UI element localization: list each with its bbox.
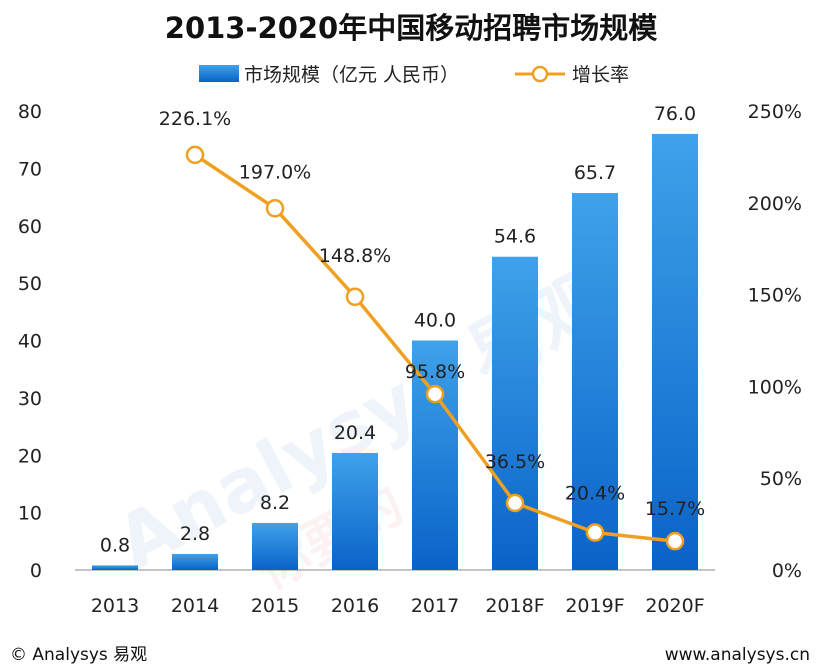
bar: [652, 133, 698, 570]
x-tick-label: 2017: [411, 595, 459, 617]
growth-data-label: 148.8%: [319, 245, 391, 267]
x-tick-labels: 2013 2014 2015 2016 2017 2018F 2019F 2020F: [91, 595, 705, 617]
x-tick-label: 2019F: [565, 595, 624, 617]
y-left-tick-label: 70: [18, 158, 42, 180]
legend: 市场规模（亿元 人民币） 增长率: [199, 64, 629, 86]
bar: [572, 193, 618, 570]
growth-data-label: 15.7%: [645, 498, 705, 520]
footer-website: www.analysys.cn: [665, 645, 810, 665]
y-left-tick-labels: 0 10 20 30 40 50 60 70 80: [18, 101, 42, 582]
y-left-tick-label: 20: [18, 445, 42, 467]
legend-bar-swatch: [199, 65, 239, 82]
growth-line-series: [185, 145, 685, 551]
bar: [92, 565, 138, 570]
growth-data-label: 95.8%: [405, 361, 465, 383]
y-left-tick-label: 30: [18, 388, 42, 410]
growth-data-label: 20.4%: [565, 483, 625, 505]
y-right-tick-labels: 0% 50% 100% 150% 200% 250%: [748, 101, 802, 582]
y-left-tick-label: 0: [30, 560, 42, 582]
y-right-tick-label: 0%: [772, 560, 802, 582]
y-left-tick-label: 40: [18, 331, 42, 353]
y-left-tick-label: 10: [18, 503, 42, 525]
growth-point: [665, 531, 685, 551]
bar-series: [92, 133, 698, 570]
y-right-tick-label: 250%: [748, 101, 802, 123]
growth-data-label: 226.1%: [159, 108, 231, 130]
growth-point: [585, 523, 605, 542]
y-left-tick-label: 50: [18, 273, 42, 295]
bar-data-label: 65.7: [574, 162, 616, 184]
bar-data-label: 20.4: [334, 422, 376, 444]
bar: [412, 340, 458, 570]
legend-bar-label: 市场规模（亿元 人民币）: [244, 64, 459, 86]
bar-data-labels: 0.8 2.8 8.2 20.4 40.0 54.6 65.7 76.0: [100, 103, 696, 556]
line-data-labels: 226.1% 197.0% 148.8% 95.8% 36.5% 20.4% 15.7%: [159, 108, 705, 520]
y-left-tick-label: 80: [18, 101, 42, 123]
bar: [492, 256, 538, 570]
growth-data-label: 36.5%: [485, 451, 545, 473]
y-right-tick-label: 100%: [748, 376, 802, 398]
x-tick-label: 2018F: [485, 595, 544, 617]
bar-data-label: 2.8: [180, 523, 210, 545]
growth-point: [265, 199, 285, 218]
x-tick-label: 2014: [171, 595, 219, 617]
y-right-tick-label: 200%: [748, 193, 802, 215]
bar-data-label: 76.0: [654, 103, 696, 125]
growth-point: [505, 493, 525, 513]
growth-data-label: 197.0%: [239, 161, 311, 183]
y-left-tick-label: 60: [18, 216, 42, 238]
y-right-tick-label: 150%: [748, 285, 802, 307]
legend-line-label: 增长率: [572, 64, 629, 86]
x-tick-label: 2020F: [645, 595, 704, 617]
bar-data-label: 40.0: [414, 310, 456, 332]
growth-point: [345, 287, 365, 307]
bar-data-label: 8.2: [260, 492, 290, 514]
bar-data-label: 54.6: [494, 226, 536, 248]
bar: [332, 452, 378, 570]
x-tick-label: 2013: [91, 595, 139, 617]
growth-point: [425, 384, 445, 404]
y-right-tick-label: 50%: [760, 468, 802, 490]
bar: [172, 553, 218, 570]
footer-copyright: © Analysys 易观: [10, 645, 147, 665]
x-tick-label: 2015: [251, 595, 299, 617]
bar-data-label: 0.8: [100, 534, 130, 556]
x-tick-label: 2016: [331, 595, 379, 617]
bar: [252, 522, 298, 570]
chart-title: 2013-2020年中国移动招聘市场规模: [165, 11, 658, 45]
legend-line-marker: [531, 65, 549, 83]
growth-point: [185, 145, 205, 165]
